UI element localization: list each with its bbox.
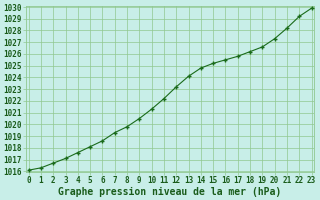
X-axis label: Graphe pression niveau de la mer (hPa): Graphe pression niveau de la mer (hPa) (59, 186, 282, 197)
